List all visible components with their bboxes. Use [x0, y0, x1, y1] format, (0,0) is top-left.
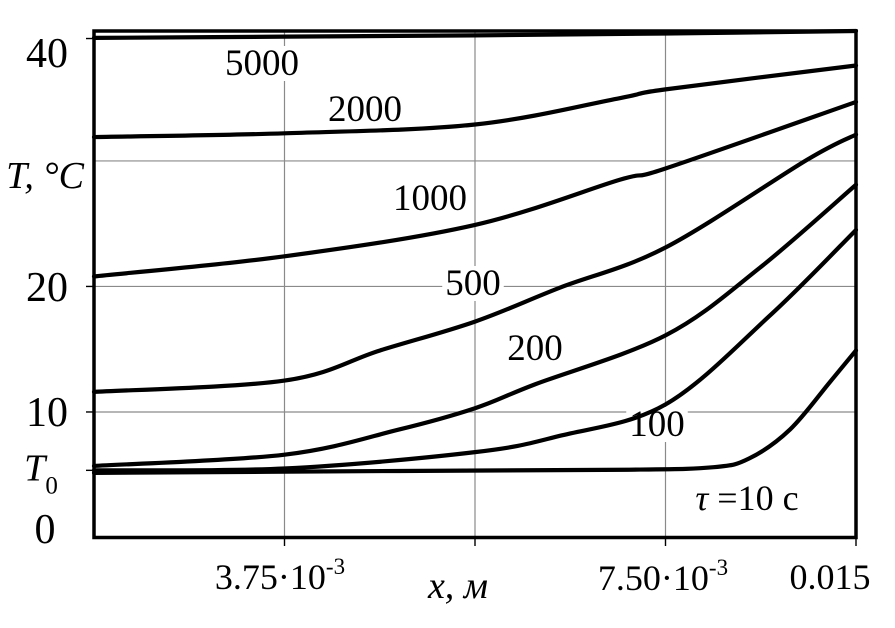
y-tick-label-0: 0: [34, 507, 56, 553]
curve-label-bg: [626, 407, 688, 442]
y-axis-title: T, °C: [6, 155, 84, 197]
curve-label-bg: [504, 331, 566, 366]
y-tick-label-40: 40: [26, 31, 68, 77]
curve-label-bg: [442, 266, 504, 301]
tau-value: =10 с: [708, 478, 799, 518]
curve-tau-10: [91, 348, 859, 475]
x-tick-label-0: 3.75·10-3: [214, 554, 346, 597]
x-tick-label-1: 7.50·10-3: [597, 555, 729, 598]
curve-tau-200: [91, 182, 859, 469]
curve-tau-100: [91, 227, 859, 473]
curve-tau-1000: [91, 99, 859, 279]
y-tick-label-20: 20: [26, 265, 68, 311]
curve-label-bg: [325, 92, 405, 127]
tau-symbol: τ: [695, 478, 709, 518]
x-tick-exponent: -3: [325, 554, 346, 579]
t0-sub: 0: [45, 472, 58, 500]
curve-label-1000: 1000: [393, 178, 467, 219]
plot-frame: [92, 29, 858, 540]
curve-label-200: 200: [507, 328, 563, 369]
t0-base: T: [24, 447, 46, 490]
curve-tau-2000: [91, 63, 859, 140]
x-tick-base: 0.015: [789, 557, 871, 597]
curve-tau-500: [91, 132, 859, 394]
curve-label-bg: [222, 46, 302, 81]
curve-label-5000: 5000: [225, 43, 299, 84]
x-axis-title: x, м: [427, 565, 489, 607]
y-tick-label-t0: T0: [24, 447, 58, 499]
curve-label-2000: 2000: [328, 89, 402, 130]
curve-label-bg: [390, 181, 470, 216]
tau-annotation: τ =10 с: [695, 480, 798, 516]
curve-label-500: 500: [445, 263, 501, 304]
x-tick-exponent: -3: [708, 555, 729, 580]
x-tick-base: 3.75·10: [214, 557, 326, 597]
x-tick-label-2: 0.015: [790, 559, 871, 595]
y-tick-label-10: 10: [26, 390, 68, 436]
x-tick-base: 7.50·10: [597, 558, 709, 598]
